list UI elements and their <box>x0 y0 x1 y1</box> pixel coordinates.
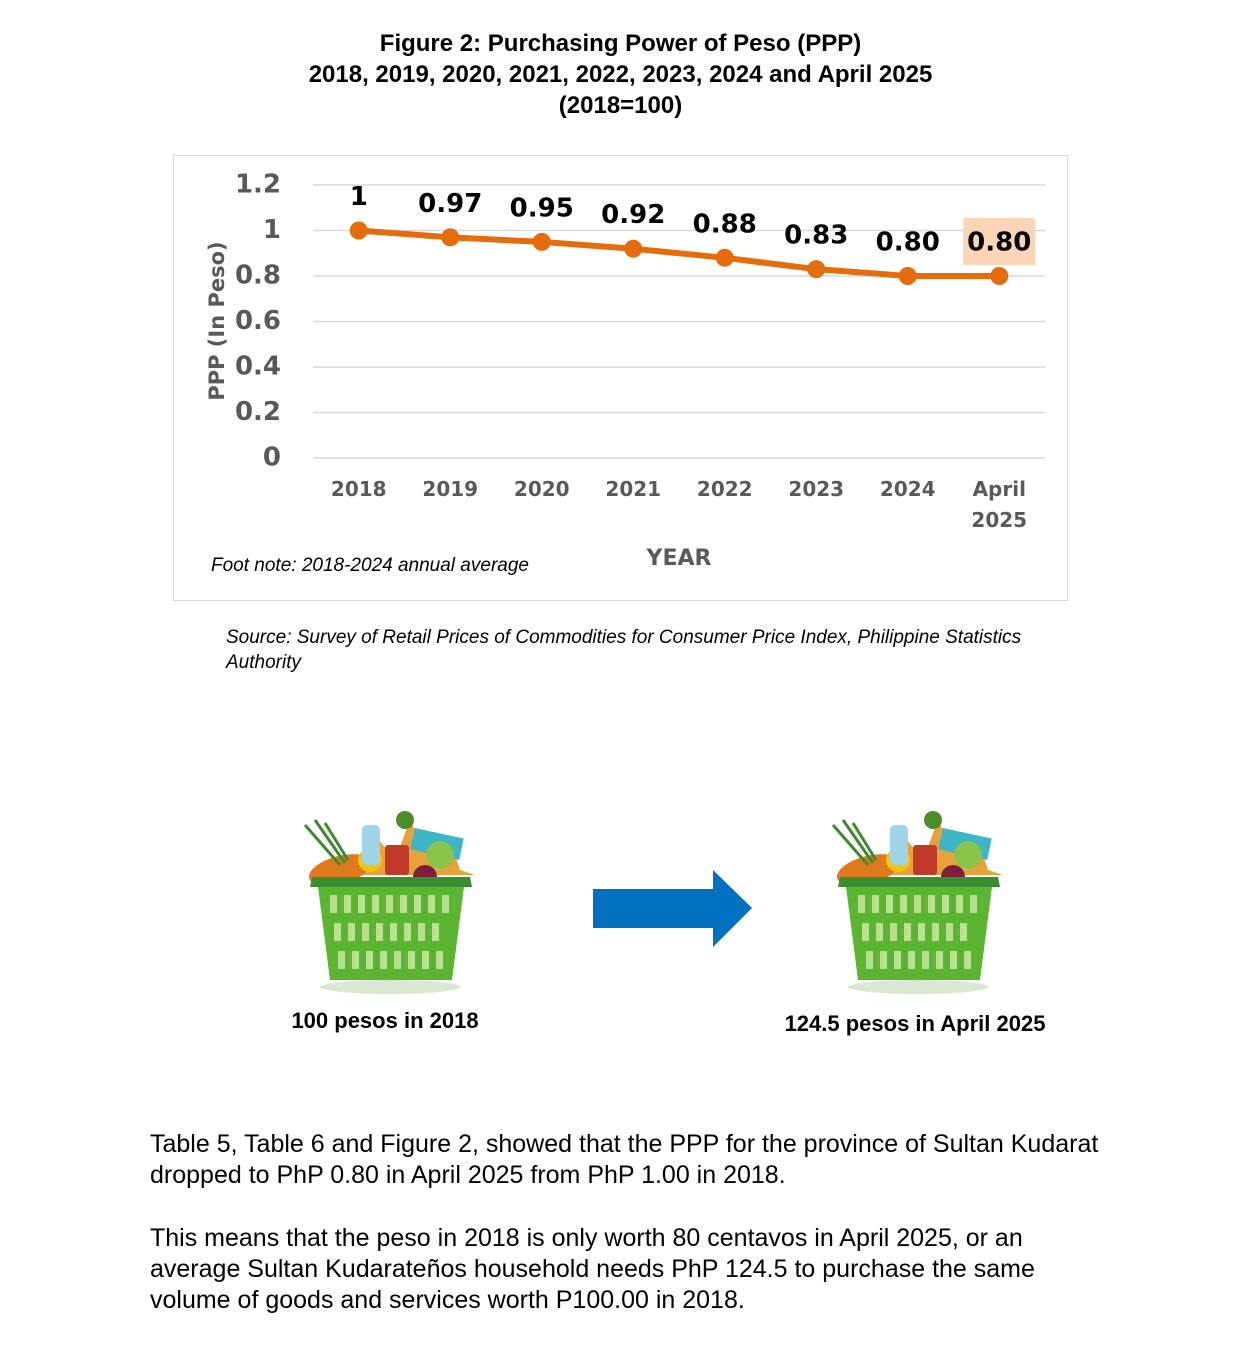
x-axis-label: YEAR <box>646 546 712 571</box>
data-label: 0.97 <box>418 189 482 219</box>
point <box>624 239 643 258</box>
data-label: 0.92 <box>601 200 665 230</box>
line <box>358 227 1000 279</box>
paragraph: This means that the peso in 2018 is only… <box>150 1224 1035 1314</box>
point <box>898 267 917 285</box>
point <box>532 232 551 251</box>
caption: 124.5 pesos in April 2025 <box>784 1011 1046 1036</box>
caption: 100 pesos in 2018 <box>291 1008 479 1033</box>
y-tick-label: 0.2 <box>235 397 281 427</box>
point <box>349 221 368 240</box>
data-label: 0.88 <box>693 209 757 239</box>
figure-subtitle: 2018, 2019, 2020, 2021, 2022, 2023, 2024… <box>308 61 933 88</box>
data-label: 0.95 <box>510 193 574 223</box>
y-tick-label: 0.4 <box>235 352 281 382</box>
x-tick-label: 2021 <box>605 477 662 501</box>
point <box>990 267 1009 285</box>
x-tick-label: 2018 <box>330 477 387 501</box>
x-tick-label: 2019 <box>422 477 479 501</box>
data-label: 1 <box>350 182 368 212</box>
x-tick-label: 2023 <box>788 477 845 501</box>
x-tick-label: 2024 <box>879 477 936 501</box>
chart-frame <box>173 155 1068 601</box>
y-axis-label: PPP (In Peso) <box>205 241 229 400</box>
arrow <box>593 870 752 947</box>
basket-icon <box>831 809 1005 996</box>
data-label: 0.80 <box>876 228 940 258</box>
basket-icon <box>303 809 477 996</box>
data-label: 0.80 <box>967 228 1031 258</box>
y-tick-label: 1 <box>263 215 281 245</box>
footnote: Foot note: 2018-2024 annual average <box>211 555 529 576</box>
x-tick-label: 2022 <box>696 477 753 501</box>
y-tick-label: 0.6 <box>235 306 281 336</box>
point <box>807 260 826 279</box>
x-tick-label: 2020 <box>513 477 570 501</box>
data-label: 0.83 <box>784 221 848 251</box>
y-tick-label: 1.2 <box>235 170 281 200</box>
x-tick-label: April 2025 <box>971 477 1028 532</box>
point <box>441 228 460 247</box>
figure-title: Figure 2: Purchasing Power of Peso (PPP) <box>379 30 862 57</box>
label-highlight <box>963 218 1036 265</box>
source-note: Source: Survey of Retail Prices of Commo… <box>226 627 1022 673</box>
paragraph: Table 5, Table 6 and Figure 2, showed th… <box>150 1130 1099 1189</box>
y-tick-label: 0 <box>263 443 281 473</box>
y-tick-label: 0.8 <box>235 261 281 291</box>
point <box>715 248 734 267</box>
base-note: (2018=100) <box>558 92 683 119</box>
